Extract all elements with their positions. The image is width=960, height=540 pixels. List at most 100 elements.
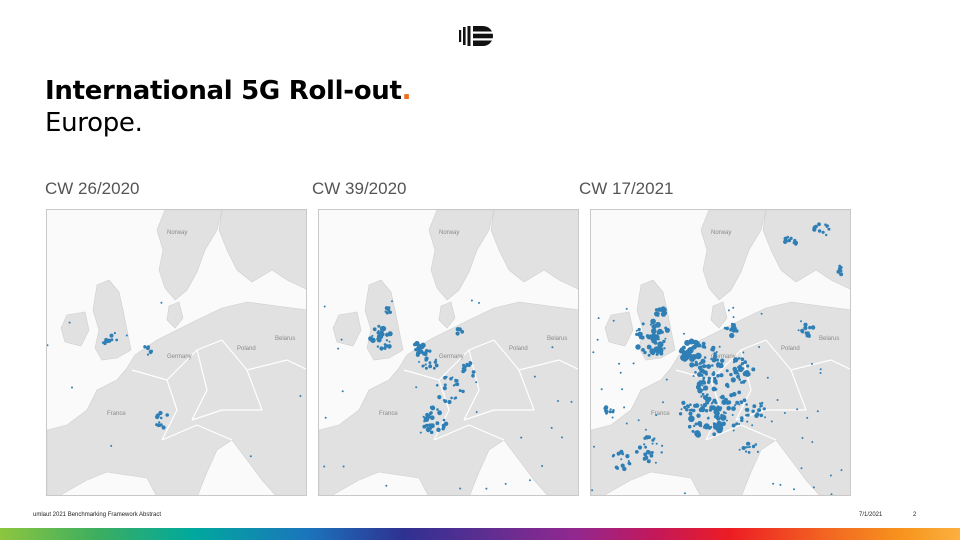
coverage-dot [821,230,825,234]
map-place-label: France [379,411,398,417]
coverage-dot [824,223,827,226]
coverage-dot [762,407,766,411]
coverage-dot [323,465,326,468]
coverage-dot [622,466,627,472]
coverage-dot [718,363,722,366]
coverage-dot [653,437,656,440]
coverage-dot [441,423,446,428]
map-place-label: Norway [439,230,459,236]
coverage-dot [710,405,716,411]
coverage-dot [644,428,647,431]
coverage-dot [695,431,702,438]
coverage-dot [706,364,712,369]
coverage-dot [651,333,657,339]
coverage-dot [419,431,422,434]
coverage-dot [700,373,704,377]
coverage-dot [747,446,750,449]
coverage-dot [726,385,730,389]
coverage-dot [625,454,630,459]
coverage-dot [712,432,717,437]
map-place-label: Poland [237,346,256,352]
country-border [161,424,233,441]
coverage-dot [146,346,150,351]
coverage-dot [455,382,460,387]
country-border [790,359,850,371]
coverage-dot [706,417,710,420]
coverage-dot [783,412,786,414]
coverage-dot [681,400,686,405]
coverage-dot [695,341,698,345]
coverage-dot [399,495,401,496]
coverage-dot [710,357,713,360]
coverage-dot [657,328,663,335]
coverage-dot [657,312,660,315]
coverage-dot [654,461,657,464]
coverage-dot [641,322,645,326]
coverage-dot [735,400,740,405]
coverage-dot [471,370,476,374]
land-mass [60,311,90,347]
coverage-dot [713,376,717,381]
coverage-dot [829,474,832,477]
coverage-dot [437,410,442,416]
coverage-dot [520,436,523,439]
coverage-dot [721,399,727,405]
coverage-dot [754,443,758,446]
map-place-label: France [651,411,670,417]
land-mass [700,210,767,301]
coverage-dot [684,339,691,346]
coverage-dot [323,305,326,308]
coverage-dot [764,416,766,419]
coverage-dot [155,414,160,420]
coverage-dot [680,347,684,351]
coverage-dot [383,343,387,346]
coverage-dot [747,442,751,446]
coverage-dot [650,451,654,454]
coverage-dot [746,420,749,423]
coverage-dot [728,400,731,404]
coverage-dot [745,446,748,449]
coverage-dot [706,393,709,396]
coverage-dot [689,356,696,362]
coverage-dot [683,492,686,495]
coverage-dot [387,306,391,309]
coverage-dot [324,416,327,419]
coverage-dot [789,236,793,240]
coverage-dot [700,404,703,406]
coverage-dot [608,410,612,414]
coverage-dot [839,272,844,277]
coverage-dot [741,380,746,384]
coverage-dot [158,410,163,416]
coverage-dot [685,354,689,358]
coverage-dot [369,338,373,342]
coverage-dot [125,334,128,337]
coverage-dot [475,411,478,413]
coverage-dot [485,487,488,490]
map-place-label: Poland [781,346,800,352]
coverage-dot [458,389,462,393]
coverage-dot [621,388,624,391]
coverage-dot [341,390,344,393]
coverage-dot [734,371,739,375]
coverage-dot [592,351,595,354]
coverage-dot [694,362,699,367]
coverage-dot [430,415,435,420]
coverage-dot [434,358,438,361]
country-border [191,349,208,421]
europe-map-cw26-2020: Norway Germany Poland Belarus France [47,210,306,495]
coverage-dot [696,356,699,359]
coverage-dot [428,361,432,365]
coverage-dot [839,266,843,269]
coverage-dot [158,421,161,424]
slide-subtitle: Europe. [45,108,143,138]
coverage-dot [655,414,658,417]
coverage-dot [731,392,737,397]
coverage-dot [661,444,664,447]
coverage-dot [663,347,666,350]
coverage-dot [637,445,642,450]
coverage-dot [612,319,615,322]
land-mass [47,301,306,495]
umlaut-logo-icon [459,26,495,46]
europe-map-cw17-2021: Norway Germany Poland Belarus France [591,210,850,495]
coverage-dot [739,400,743,404]
